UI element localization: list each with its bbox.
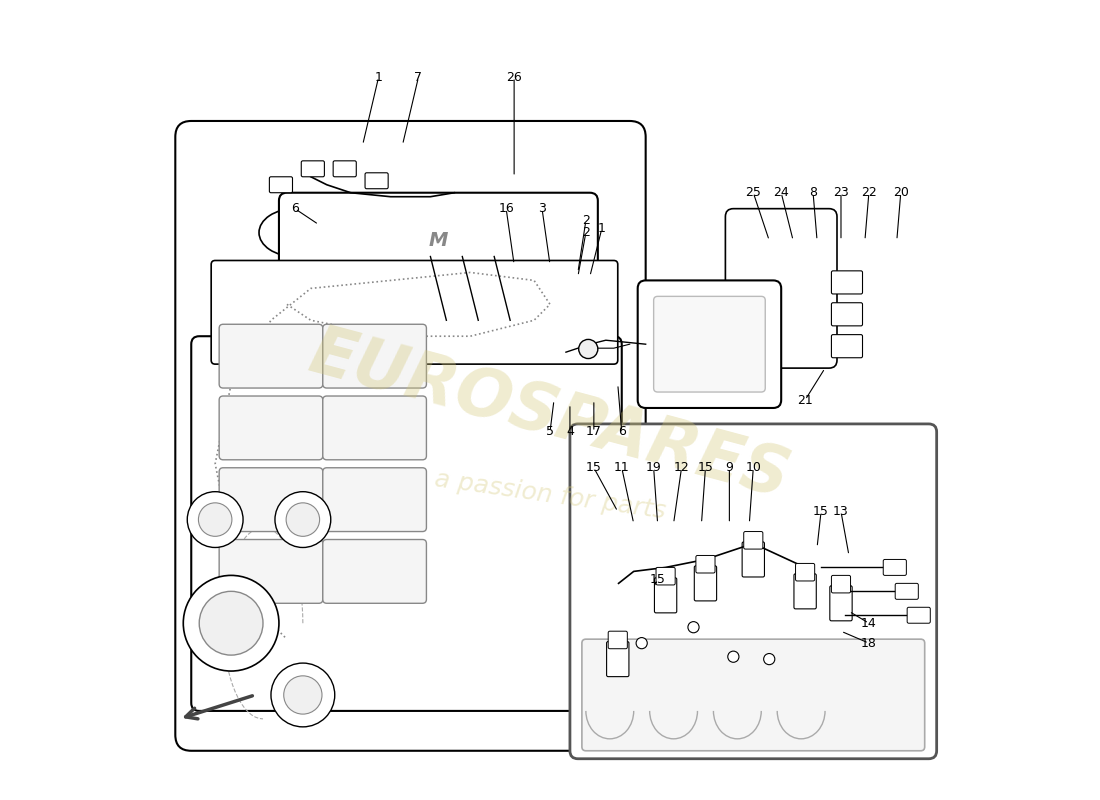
FancyBboxPatch shape — [570, 424, 937, 758]
FancyBboxPatch shape — [219, 324, 322, 388]
FancyBboxPatch shape — [794, 574, 816, 609]
Text: EUROSPARES: EUROSPARES — [302, 320, 798, 512]
Text: 6: 6 — [618, 426, 626, 438]
FancyBboxPatch shape — [795, 563, 815, 581]
FancyBboxPatch shape — [725, 209, 837, 368]
Circle shape — [199, 591, 263, 655]
Text: 15: 15 — [697, 462, 714, 474]
FancyBboxPatch shape — [191, 336, 622, 711]
FancyBboxPatch shape — [656, 567, 675, 585]
Circle shape — [286, 503, 320, 536]
FancyBboxPatch shape — [608, 631, 627, 649]
FancyBboxPatch shape — [832, 271, 862, 294]
Text: 15: 15 — [586, 462, 602, 474]
FancyBboxPatch shape — [653, 296, 766, 392]
FancyBboxPatch shape — [582, 639, 925, 750]
FancyBboxPatch shape — [908, 607, 931, 623]
Text: 15: 15 — [650, 573, 666, 586]
Circle shape — [763, 654, 774, 665]
Circle shape — [579, 339, 597, 358]
Circle shape — [187, 492, 243, 547]
Text: 6: 6 — [292, 202, 299, 215]
Text: 9: 9 — [725, 462, 734, 474]
Text: 25: 25 — [746, 186, 761, 199]
Text: 5: 5 — [546, 426, 554, 438]
Text: 23: 23 — [833, 186, 849, 199]
FancyBboxPatch shape — [883, 559, 906, 575]
Circle shape — [271, 663, 334, 727]
FancyBboxPatch shape — [829, 586, 852, 621]
FancyBboxPatch shape — [322, 468, 427, 531]
Text: 2: 2 — [582, 226, 590, 239]
Text: 15: 15 — [813, 505, 829, 518]
FancyBboxPatch shape — [322, 324, 427, 388]
Text: 10: 10 — [746, 462, 761, 474]
Text: 1: 1 — [375, 70, 383, 84]
Text: 1: 1 — [598, 222, 606, 235]
Ellipse shape — [339, 209, 410, 257]
Text: 11: 11 — [614, 462, 629, 474]
Circle shape — [198, 503, 232, 536]
FancyBboxPatch shape — [279, 193, 597, 288]
Circle shape — [184, 575, 279, 671]
Circle shape — [688, 622, 700, 633]
Ellipse shape — [418, 209, 491, 257]
FancyBboxPatch shape — [333, 161, 356, 177]
Text: 17: 17 — [586, 426, 602, 438]
Text: 4: 4 — [566, 426, 574, 438]
Text: M: M — [429, 231, 448, 250]
FancyBboxPatch shape — [694, 566, 716, 601]
FancyBboxPatch shape — [219, 468, 322, 531]
FancyBboxPatch shape — [744, 531, 763, 549]
FancyBboxPatch shape — [211, 261, 618, 364]
FancyBboxPatch shape — [301, 161, 324, 177]
FancyBboxPatch shape — [322, 396, 427, 460]
Text: 16: 16 — [498, 202, 514, 215]
Text: 19: 19 — [646, 462, 661, 474]
Circle shape — [728, 651, 739, 662]
Text: 26: 26 — [506, 70, 522, 84]
FancyBboxPatch shape — [365, 173, 388, 189]
Ellipse shape — [258, 209, 331, 257]
Circle shape — [275, 492, 331, 547]
Text: 2: 2 — [582, 214, 590, 227]
Text: a passion for parts: a passion for parts — [432, 467, 668, 524]
FancyBboxPatch shape — [270, 177, 293, 193]
Text: 13: 13 — [833, 505, 849, 518]
FancyBboxPatch shape — [322, 539, 427, 603]
Circle shape — [284, 676, 322, 714]
FancyBboxPatch shape — [832, 334, 862, 358]
FancyBboxPatch shape — [895, 583, 918, 599]
Text: 7: 7 — [415, 70, 422, 84]
Text: 8: 8 — [810, 186, 817, 199]
Text: 18: 18 — [861, 637, 877, 650]
FancyBboxPatch shape — [832, 302, 862, 326]
Text: 20: 20 — [893, 186, 909, 199]
Text: 12: 12 — [673, 462, 690, 474]
FancyBboxPatch shape — [696, 555, 715, 573]
FancyBboxPatch shape — [606, 642, 629, 677]
Circle shape — [636, 638, 647, 649]
FancyBboxPatch shape — [742, 542, 764, 577]
FancyBboxPatch shape — [219, 539, 322, 603]
FancyBboxPatch shape — [175, 121, 646, 750]
FancyBboxPatch shape — [832, 575, 850, 593]
FancyBboxPatch shape — [654, 578, 676, 613]
Ellipse shape — [498, 209, 570, 257]
Text: 22: 22 — [861, 186, 877, 199]
Text: 21: 21 — [798, 394, 813, 406]
Text: 24: 24 — [773, 186, 789, 199]
Text: 3: 3 — [538, 202, 546, 215]
Text: 14: 14 — [861, 617, 877, 630]
FancyBboxPatch shape — [219, 396, 322, 460]
FancyBboxPatch shape — [638, 281, 781, 408]
